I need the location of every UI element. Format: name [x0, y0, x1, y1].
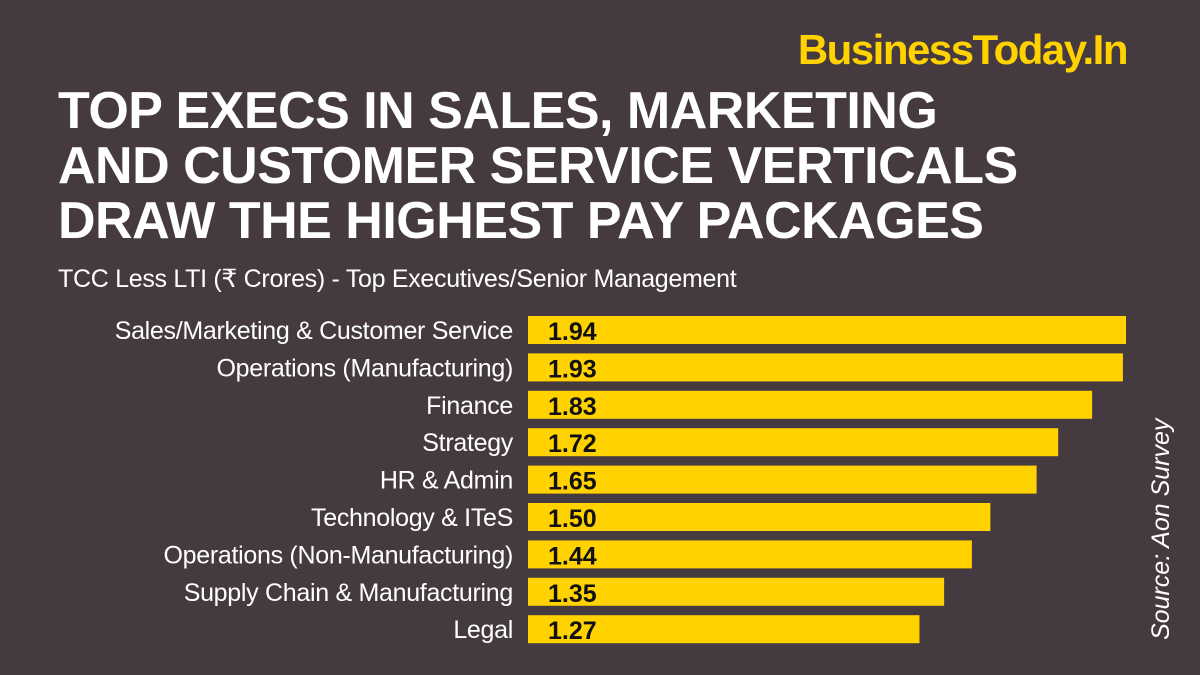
- data-label: 1.65: [548, 468, 597, 496]
- title-line: TOP EXECS IN SALES, MARKETING: [58, 82, 938, 140]
- bar: [528, 353, 1123, 382]
- bar: [528, 390, 1093, 419]
- data-label: 1.72: [548, 430, 597, 458]
- data-label: 1.83: [548, 393, 597, 421]
- category-label: Operations (Non-Manufacturing): [164, 541, 514, 569]
- chart-title: TOP EXECS IN SALES, MARKETING AND CUSTOM…: [58, 84, 1018, 249]
- category-label: Sales/Marketing & Customer Service: [115, 317, 513, 345]
- category-label: Legal: [453, 616, 513, 644]
- data-label: 1.44: [548, 542, 597, 570]
- bar: [528, 615, 920, 644]
- data-label: 1.94: [548, 318, 597, 346]
- category-label: Strategy: [422, 429, 514, 457]
- category-label: HR & Admin: [380, 467, 513, 495]
- bar: [528, 428, 1059, 457]
- data-label: 1.93: [548, 355, 597, 383]
- chart-subtitle: TCC Less LTI (₹ Crores) - Top Executives…: [58, 265, 737, 293]
- bar: [528, 465, 1037, 494]
- bar: [528, 503, 991, 531]
- source-note: Source: Aon Survey: [1147, 418, 1175, 640]
- title-line: AND CUSTOMER SERVICE VERTICALS: [58, 137, 1018, 195]
- bar: [528, 577, 945, 606]
- title-line: DRAW THE HIGHEST PAY PACKAGES: [58, 192, 984, 250]
- logo: BusinessToday.In: [797, 26, 1129, 73]
- category-label: Supply Chain & Manufacturing: [184, 579, 513, 607]
- data-label: 1.50: [548, 505, 597, 533]
- bar: [528, 540, 972, 569]
- category-label: Operations (Manufacturing): [216, 354, 513, 382]
- bar: [528, 316, 1126, 344]
- data-label: 1.27: [548, 617, 597, 645]
- category-label: Finance: [426, 392, 513, 420]
- category-label: Technology & ITeS: [311, 504, 513, 532]
- data-label: 1.35: [548, 580, 597, 608]
